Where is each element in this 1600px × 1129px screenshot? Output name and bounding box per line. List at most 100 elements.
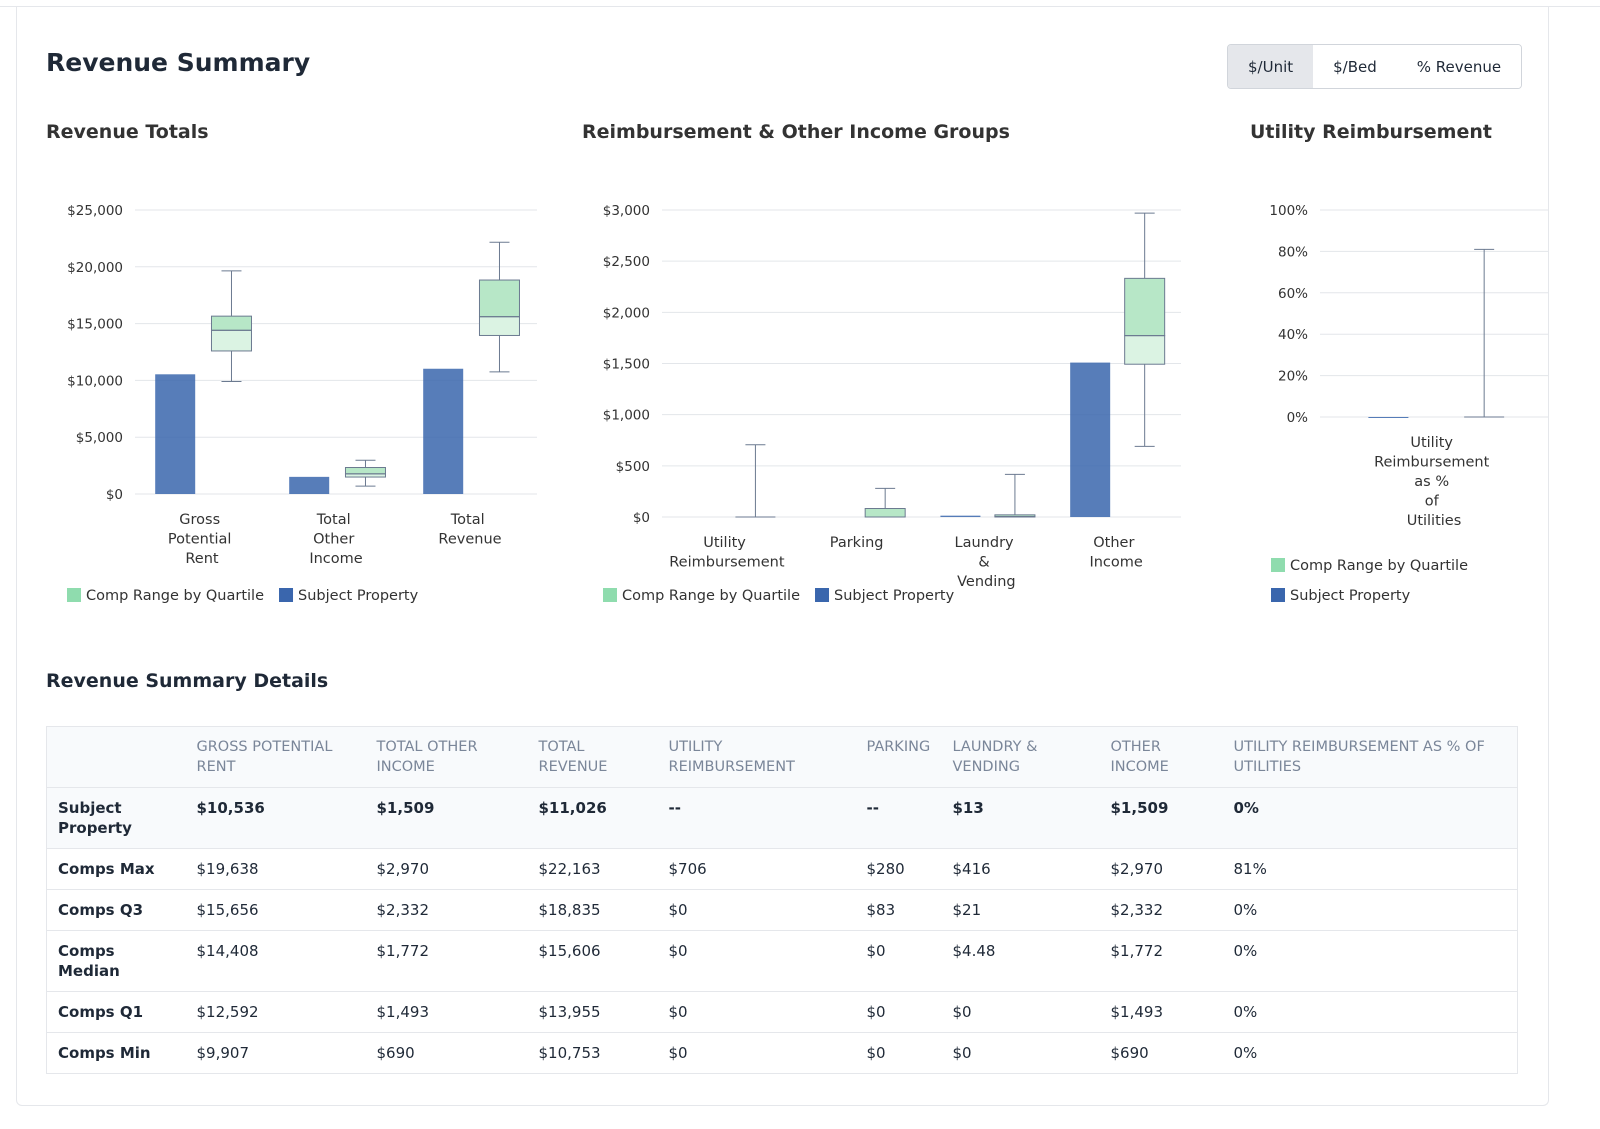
table-cell: 0%	[1222, 930, 1518, 992]
toggle-option[interactable]: % Revenue	[1396, 45, 1522, 88]
table-cell: 81%	[1222, 848, 1518, 890]
bar	[1070, 362, 1111, 517]
x-tick-label: Gross Potential Rent	[168, 512, 236, 567]
bar	[289, 476, 330, 494]
upper-box	[344, 467, 386, 475]
corner-cell	[46, 726, 186, 788]
lower-box	[1124, 335, 1166, 365]
table-cell: $1,493	[1099, 991, 1223, 1033]
table-cell: $22,163	[527, 848, 658, 890]
y-tick-label: $0	[633, 510, 650, 526]
chart-title: Reimbursement & Other Income Groups	[582, 121, 1010, 143]
table-cell: $13	[941, 787, 1100, 849]
table-cell: $0	[657, 889, 856, 931]
y-tick-label: $2,000	[603, 305, 650, 321]
legend-swatch	[279, 588, 294, 602]
y-tick-label: 20%	[1278, 369, 1308, 385]
table-cell: $1,509	[365, 787, 528, 849]
upper-box	[210, 315, 252, 331]
table-cell: $0	[657, 991, 856, 1033]
bar	[423, 368, 464, 494]
x-tick-label: Parking	[830, 535, 884, 551]
row-label: Comps Median	[46, 930, 186, 992]
x-tick-label: Other Income	[1089, 535, 1142, 571]
legend-label: Subject Property	[834, 588, 955, 604]
y-tick-label: $25,000	[67, 203, 123, 219]
column-header: OTHER INCOME	[1099, 726, 1223, 788]
charts: Revenue Totals $0 $5,000 $10,000 $15,000 $20,…	[46, 121, 1548, 604]
table-cell: --	[657, 787, 856, 849]
table-cell: $1,772	[1099, 930, 1223, 992]
table-cell: $0	[855, 930, 942, 992]
table-cell: $11,026	[527, 787, 658, 849]
table-cell: $1,772	[365, 930, 528, 992]
table-cell: $18,835	[527, 889, 658, 931]
y-tick-label: $10,000	[67, 373, 123, 389]
table-cell: $0	[941, 991, 1100, 1033]
table-cell: 0%	[1222, 1032, 1518, 1074]
legend-swatch	[815, 588, 830, 602]
legend-swatch	[1271, 558, 1285, 572]
table-cell: $690	[365, 1032, 528, 1074]
column-header: UTILITY REIMBURSEMENT	[657, 726, 856, 788]
table-cell: $10,536	[185, 787, 366, 849]
table-cell: $690	[1099, 1032, 1223, 1074]
y-tick-label: 40%	[1278, 327, 1308, 343]
toggle-option[interactable]: $/Unit	[1228, 45, 1314, 88]
table-cell: $13,955	[527, 991, 658, 1033]
table-cell: 0%	[1222, 787, 1518, 849]
details-title: Revenue Summary Details	[46, 670, 329, 692]
column-header: PARKING	[855, 726, 942, 788]
column-header: LAUNDRY & VENDING	[941, 726, 1100, 788]
legend-label: Comp Range by Quartile	[622, 588, 800, 604]
y-tick-label: $20,000	[67, 260, 123, 276]
table-cell: $2,970	[365, 848, 528, 890]
row-label: Comps Min	[46, 1032, 186, 1074]
page-title: Revenue Summary	[46, 48, 311, 77]
top-border	[0, 6, 1600, 7]
table-cell: $4.48	[941, 930, 1100, 992]
table-cell: $1,509	[1099, 787, 1223, 849]
legend-swatch	[1271, 588, 1285, 602]
column-header: TOTAL REVENUE	[527, 726, 658, 788]
table-cell: $12,592	[185, 991, 366, 1033]
table-cell: $2,970	[1099, 848, 1223, 890]
table-cell: $0	[855, 991, 942, 1033]
details-table: GROSS POTENTIAL RENT TOTAL OTHER INCOME TO…	[46, 726, 1518, 1074]
toggle-option[interactable]: $/Bed	[1313, 45, 1397, 88]
column-header: UTILITY REIMBURSEMENT AS % OF UTILITIES	[1222, 726, 1518, 788]
bar	[155, 374, 196, 494]
table-cell: $19,638	[185, 848, 366, 890]
y-tick-label: 100%	[1269, 203, 1308, 219]
legend-swatch	[67, 588, 81, 602]
y-tick-label: 0%	[1287, 410, 1309, 426]
table-cell: --	[855, 787, 942, 849]
table-row: Comps Q3 $15,656 $2,332 $18,835 $0 $83 $21 $2,3…	[46, 889, 1518, 931]
row-label: Comps Q3	[46, 889, 186, 931]
table-row: Comps Max $19,638 $2,970 $22,163 $706 $280 $41…	[46, 848, 1518, 890]
unit-toggle: $/Unit $/Bed% Revenue	[1227, 44, 1523, 89]
table-cell: $0	[657, 930, 856, 992]
x-tick-label: Total Revenue	[438, 512, 501, 548]
x-tick-label: Laundry & Vending	[955, 535, 1019, 590]
card	[16, 6, 1549, 1106]
column-header: TOTAL OTHER INCOME	[365, 726, 528, 788]
table-row: Comps Q1 $12,592 $1,493 $13,955 $0 $0 $0 $1,493…	[46, 991, 1518, 1033]
upper-box	[478, 279, 520, 318]
table-cell: $706	[657, 848, 856, 890]
table-cell: $14,408	[185, 930, 366, 992]
table-cell: $416	[941, 848, 1100, 890]
table-cell: $0	[855, 1032, 942, 1074]
y-tick-label: $500	[616, 459, 650, 475]
table-cell: 0%	[1222, 991, 1518, 1033]
table-cell: $21	[941, 889, 1100, 931]
table-cell: $0	[941, 1032, 1100, 1074]
row-label: Comps Max	[46, 848, 186, 890]
table-cell: $15,606	[527, 930, 658, 992]
table-row: Subject Property $10,536 $1,509 $11,026 -- --…	[46, 787, 1518, 849]
table-row: Comps Min $9,907 $690 $10,753 $0 $0 $0 $690 0%	[46, 1032, 1518, 1074]
y-tick-label: $15,000	[67, 317, 123, 333]
row-label: Comps Q1	[46, 991, 186, 1033]
y-tick-label: $3,000	[603, 203, 650, 219]
y-tick-label: $1,500	[603, 357, 650, 373]
